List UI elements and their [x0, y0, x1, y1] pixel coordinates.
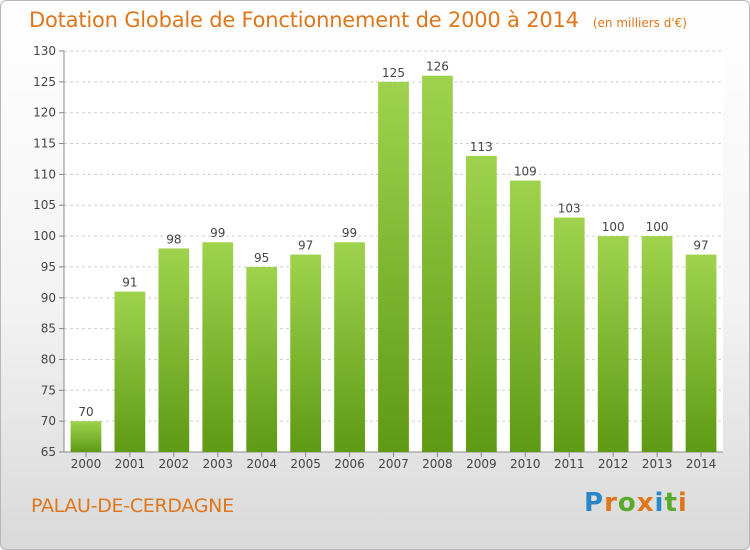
data-label: 100 — [646, 220, 669, 234]
bar — [509, 180, 541, 453]
title-row: Dotation Globale de Fonctionnement de 20… — [29, 8, 687, 32]
data-label: 109 — [514, 165, 537, 179]
x-tick-label: 2006 — [334, 457, 365, 471]
bar — [378, 81, 409, 452]
data-label: 99 — [342, 226, 357, 240]
y-tick-label: 80 — [41, 352, 56, 366]
x-tick-label: 2012 — [598, 457, 629, 471]
proxiti-logo: Proxiti — [584, 488, 688, 518]
data-label: 103 — [558, 202, 581, 216]
data-label: 95 — [254, 251, 269, 265]
y-tick-label: 70 — [41, 414, 56, 428]
x-tick-label: 2013 — [642, 457, 673, 471]
y-tick-label: 65 — [41, 445, 56, 459]
x-tick-label: 2014 — [686, 457, 717, 471]
x-tick-label: 2005 — [290, 457, 321, 471]
y-tick-label: 105 — [33, 198, 56, 212]
data-label: 126 — [426, 60, 449, 74]
bar — [685, 254, 717, 452]
data-label: 113 — [470, 140, 493, 154]
x-tick-label: 2001 — [115, 457, 146, 471]
data-label: 97 — [298, 239, 313, 253]
x-tick-label: 2008 — [422, 457, 453, 471]
x-tick-label: 2009 — [466, 457, 497, 471]
x-tick-label: 2007 — [378, 457, 409, 471]
y-tick-label: 130 — [33, 44, 56, 58]
x-tick-label: 2002 — [159, 457, 190, 471]
x-tick-label: 2000 — [71, 457, 102, 471]
y-tick-label: 90 — [41, 291, 56, 305]
bar — [202, 242, 234, 452]
bar — [290, 254, 322, 452]
data-label: 98 — [166, 232, 181, 246]
bar — [422, 75, 453, 452]
data-label: 99 — [210, 226, 225, 240]
y-tick-label: 120 — [33, 106, 56, 120]
bar — [114, 291, 146, 452]
y-tick-label: 95 — [41, 260, 56, 274]
bar — [641, 236, 673, 452]
y-tick-label: 125 — [33, 75, 56, 89]
y-tick-label: 75 — [41, 383, 56, 397]
data-label: 125 — [382, 66, 405, 80]
data-label: 91 — [122, 276, 137, 290]
x-tick-label: 2011 — [554, 457, 585, 471]
chart-unit: (en milliers d'€) — [592, 16, 687, 30]
bar — [334, 242, 365, 452]
y-tick-label: 100 — [33, 229, 56, 243]
chart-title: Dotation Globale de Fonctionnement de 20… — [29, 8, 579, 32]
x-tick-label: 2010 — [510, 457, 541, 471]
bar — [597, 236, 629, 452]
x-tick-label: 2004 — [246, 457, 277, 471]
x-tick-label: 2003 — [202, 457, 233, 471]
bar — [70, 421, 102, 452]
bar — [465, 155, 497, 452]
bar — [246, 266, 278, 452]
bar — [553, 217, 585, 452]
y-tick-label: 110 — [33, 167, 56, 181]
y-tick-label: 85 — [41, 322, 56, 336]
commune-name: PALAU-DE-CERDAGNE — [31, 495, 234, 517]
data-label: 100 — [602, 220, 625, 234]
y-tick-label: 115 — [33, 137, 56, 151]
data-label: 97 — [693, 239, 708, 253]
bar — [158, 248, 190, 452]
data-label: 70 — [78, 405, 93, 419]
